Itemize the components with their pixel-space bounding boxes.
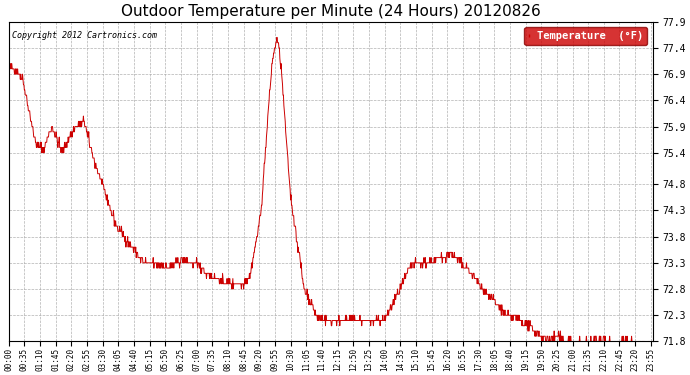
- Legend: Temperature  (°F): Temperature (°F): [524, 27, 647, 45]
- Text: Copyright 2012 Cartronics.com: Copyright 2012 Cartronics.com: [12, 32, 157, 40]
- Title: Outdoor Temperature per Minute (24 Hours) 20120826: Outdoor Temperature per Minute (24 Hours…: [121, 4, 540, 19]
